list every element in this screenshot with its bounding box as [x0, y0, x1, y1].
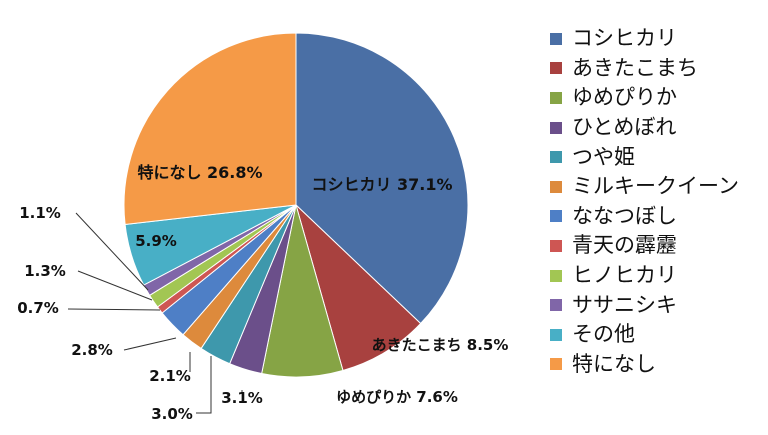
legend-item: ゆめぴりか — [550, 83, 739, 113]
pie-slices — [123, 32, 469, 378]
legend-label: その他 — [572, 322, 635, 347]
legend-item: あきたこまち — [550, 54, 739, 84]
slice-label: 1.3% — [24, 262, 66, 280]
legend-label: 特になし — [572, 351, 656, 376]
leader-line — [196, 356, 212, 414]
legend-label: ササニシキ — [572, 292, 677, 317]
legend-swatch — [550, 299, 562, 312]
legend-item: コシヒカリ — [550, 24, 739, 54]
slice-label: あきたこまち 8.5% — [372, 336, 509, 354]
legend-label: ゆめぴりか — [572, 85, 677, 110]
slice-label: 2.1% — [149, 367, 191, 385]
legend-item: ひとめぼれ — [550, 113, 739, 143]
leader-line — [123, 337, 177, 351]
legend-item: ササニシキ — [550, 290, 739, 320]
leader-line — [77, 270, 153, 301]
legend-label: ヒノヒカリ — [572, 263, 677, 288]
pie-slice — [123, 32, 297, 225]
slice-label: 特になし 26.8% — [137, 163, 262, 182]
legend-swatch — [550, 151, 562, 164]
legend-swatch — [550, 32, 562, 45]
leader-lines — [67, 212, 243, 414]
slice-label: ゆめぴりか 7.6% — [336, 388, 458, 406]
slice-label: 0.7% — [17, 299, 59, 317]
legend-label: ななつぼし — [572, 203, 677, 228]
legend-swatch — [550, 121, 562, 134]
legend-label: ひとめぼれ — [572, 115, 677, 140]
legend-label: ミルキークイーン — [572, 174, 739, 199]
legend-swatch — [550, 62, 562, 75]
legend-label: 青天の霹靂 — [572, 233, 677, 258]
legend-item: ミルキークイーン — [550, 172, 739, 202]
legend-item: つや姫 — [550, 142, 739, 172]
leader-line — [75, 212, 149, 291]
legend-item: ななつぼし — [550, 202, 739, 232]
slice-label: 2.8% — [71, 341, 113, 359]
legend-item: その他 — [550, 320, 739, 350]
slice-label: コシヒカリ 37.1% — [311, 175, 452, 194]
legend-swatch — [550, 180, 562, 193]
legend-item: 特になし — [550, 350, 739, 380]
slice-label: 3.0% — [151, 405, 193, 423]
legend-swatch — [550, 210, 562, 223]
legend-label: コシヒカリ — [572, 26, 677, 51]
legend-item: 青天の霹靂 — [550, 231, 739, 261]
slice-labels: コシヒカリ 37.1% あきたこまち 8.5% ゆめぴりか 7.6% 3.1% 3.0%… — [17, 163, 508, 423]
legend-swatch — [550, 328, 562, 341]
legend-swatch — [550, 269, 562, 282]
slice-label: 3.1% — [221, 389, 263, 407]
pie-slice — [295, 32, 469, 325]
slice-label: 1.1% — [19, 204, 61, 222]
legend-swatch — [550, 239, 562, 252]
legend-item: ヒノヒカリ — [550, 261, 739, 291]
pie-slice — [295, 203, 422, 372]
legend-swatch — [550, 91, 562, 104]
slice-label: 5.9% — [135, 232, 177, 250]
leader-line — [67, 308, 161, 311]
legend-swatch — [550, 358, 562, 371]
legend-label: あきたこまち — [572, 55, 698, 80]
legend-label: つや姫 — [572, 144, 635, 169]
legend: コシヒカリあきたこまち ゆめぴりかひとめぼれつや姫ミルキークイーン ななつぼし青天の… — [550, 24, 739, 379]
